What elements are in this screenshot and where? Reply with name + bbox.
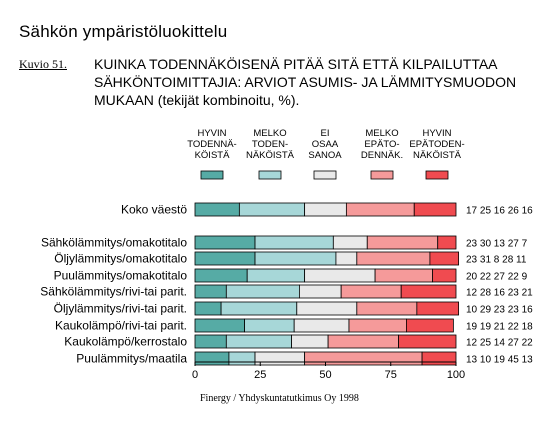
bar-segment — [254, 351, 306, 366]
bar-segment — [332, 235, 368, 250]
chart-title: Sähkön ympäristöluokittelu — [19, 22, 228, 41]
bar-segment — [406, 318, 454, 333]
bar-segment — [356, 251, 431, 266]
legend-label-line: MELKO — [365, 128, 398, 139]
bar-segment — [429, 251, 460, 266]
bar-segment — [194, 351, 230, 366]
legend-label-line: SANOA — [308, 150, 342, 161]
legend-label-line: MELKO — [253, 128, 286, 139]
bar-segment — [304, 351, 423, 366]
legend-label-line: HYVIN — [422, 128, 451, 139]
category-label: Öljylämmitys/rivi-tai parit. — [54, 302, 187, 316]
bar-segment — [254, 235, 334, 250]
bar-segment — [225, 284, 300, 299]
bar-segment — [194, 318, 245, 333]
bar-segment — [366, 235, 439, 250]
value-label: 10 29 23 23 16 — [466, 305, 533, 316]
legend: HYVINTODENNÄ-KÖISTÄMELKOTODEN-NÄKÖISTÄEI… — [187, 128, 465, 180]
x-axis: 0 25 50 75 100 — [192, 361, 465, 381]
bar-segment — [432, 268, 457, 283]
bar-segment — [194, 301, 222, 316]
value-label: 20 22 27 22 9 — [466, 272, 528, 283]
bar-segment — [421, 351, 457, 366]
x-tick-label: 100 — [447, 369, 465, 381]
chart-subtitle: KUINKA TODENNÄKÖISENÄ PITÄÄ SITÄ ETTÄ KI… — [94, 56, 517, 108]
category-label: Sähkölämmitys/omakotitalo — [41, 236, 187, 250]
legend-swatch — [425, 170, 449, 180]
legend-swatch — [313, 170, 337, 180]
bar-segment — [194, 251, 256, 266]
value-label: 12 25 14 27 22 — [466, 338, 533, 349]
bar-segment — [238, 202, 306, 217]
bar-segment — [220, 301, 298, 316]
bar-segment — [293, 318, 350, 333]
bar-segment — [254, 251, 337, 266]
bars: Koko väestö 17 25 16 26 16 Sähkölämmitys/o… — [40, 203, 533, 366]
legend-label-line: NÄKÖISTÄ — [246, 150, 295, 161]
legend-swatch — [370, 170, 394, 180]
bar-segment — [340, 284, 402, 299]
x-tick-label: 50 — [319, 369, 331, 381]
category-label: Sähkölämmitys/rivi-tai parit. — [40, 285, 187, 299]
category-label: Kaukolämpö/rivi-tai parit. — [55, 319, 187, 333]
legend-label-line: EI — [321, 128, 330, 139]
category-label: Puulämmitys/omakotitalo — [54, 269, 188, 283]
bar-segment — [194, 334, 227, 349]
legend-label-line: NÄKÖISTÄ — [413, 150, 462, 161]
bar-segment — [244, 318, 295, 333]
bar-segment — [246, 268, 306, 283]
legend-label-line: EPÄTODEN- — [409, 139, 464, 150]
bar-segment — [374, 268, 433, 283]
legend-label-line: HYVIN — [197, 128, 226, 139]
bar-segment — [345, 202, 415, 217]
legend-label-line: DENNÄK. — [361, 150, 403, 161]
bar-segment — [298, 284, 342, 299]
bar-segment — [348, 318, 407, 333]
legend-label-line: TODEN- — [252, 139, 288, 150]
value-label: 23 30 13 27 7 — [466, 239, 528, 250]
x-tick-label: 0 — [192, 369, 198, 381]
bar-segment — [356, 301, 418, 316]
bar-segment — [437, 235, 457, 250]
legend-label-line: EPÄTO- — [364, 139, 399, 150]
bar-segment — [194, 284, 227, 299]
bar-segment — [413, 202, 457, 217]
value-label: 12 28 16 23 21 — [466, 288, 533, 299]
figure-label: Kuvio 51. — [19, 57, 67, 71]
bar-segment — [400, 284, 457, 299]
category-label: Koko väestö — [121, 203, 187, 217]
value-label: 13 10 19 45 13 — [466, 355, 533, 366]
legend-label-line: KÖISTÄ — [195, 150, 231, 161]
bar-segment — [194, 268, 248, 283]
category-label: Kaukolämpö/kerrostalo — [64, 335, 187, 349]
bar-segment — [291, 334, 329, 349]
bar-segment — [296, 301, 358, 316]
legend-label-line: OSAA — [312, 139, 339, 150]
bar-segment — [327, 334, 399, 349]
bar-segment — [225, 334, 292, 349]
bar-segment — [194, 202, 240, 217]
bar-segment — [398, 334, 457, 349]
value-label: 17 25 16 26 16 — [466, 206, 533, 217]
bar-segment — [416, 301, 460, 316]
category-label: Öljylämmitys/omakotitalo — [54, 252, 187, 266]
value-label: 23 31 8 28 11 — [466, 255, 527, 266]
x-tick-label: 75 — [385, 369, 397, 381]
bar-segment — [304, 268, 376, 283]
legend-label-line: TODENNÄ- — [187, 139, 236, 150]
source-note: Finergy / Yhdyskuntatutkimus Oy 1998 — [200, 393, 359, 404]
bar-segment — [304, 202, 347, 217]
legend-swatch — [258, 170, 282, 180]
bar-segment — [194, 235, 256, 250]
legend-swatch — [200, 170, 224, 180]
bar-segment — [228, 351, 256, 366]
bar-segment — [335, 251, 358, 266]
category-label: Puulämmitys/maatila — [76, 352, 187, 366]
x-tick-label: 25 — [254, 369, 266, 381]
value-label: 19 19 21 22 18 — [466, 322, 533, 333]
